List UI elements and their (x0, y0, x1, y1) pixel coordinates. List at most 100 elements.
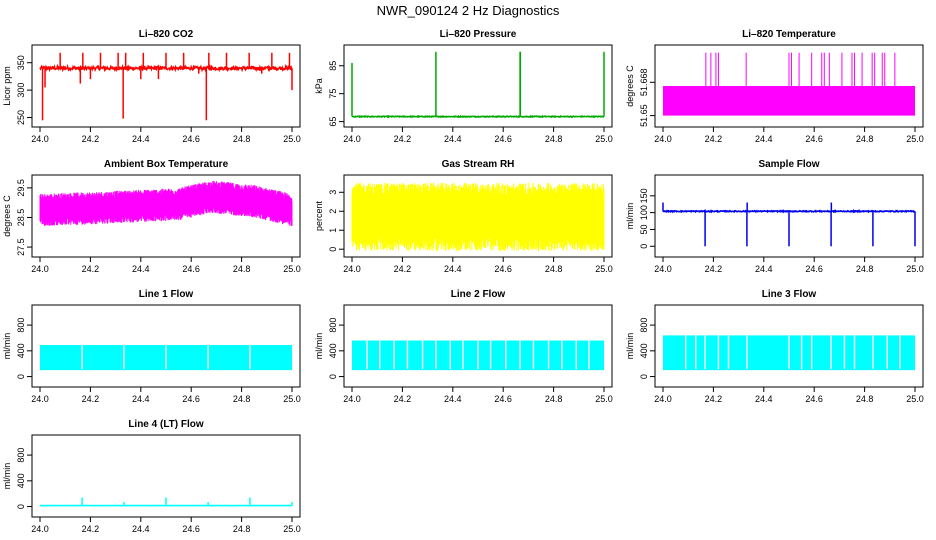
data-line (351, 182, 605, 252)
y-tick-label: 300 (16, 83, 26, 98)
y-axis: 0 400 800 (16, 448, 32, 509)
chart-title: Li–820 Pressure (440, 29, 517, 40)
x-tick-label: 24.6 (494, 264, 512, 274)
x-tick-label: 24.0 (31, 524, 49, 534)
chart-title: Sample Flow (758, 159, 819, 170)
y-tick-label: 65 (328, 117, 338, 127)
chart-title: Ambient Box Temperature (104, 159, 229, 170)
y-tick-label: 50 (639, 224, 649, 234)
y-tick-label: 400 (16, 473, 26, 488)
chart-panel-rh: Gas Stream RH percent 24.0 24.2 24.4 24.6 24.8… (314, 159, 613, 274)
y-tick-label: 800 (328, 318, 338, 333)
x-tick-label: 24.2 (394, 134, 412, 144)
y-tick-label: 400 (328, 343, 338, 358)
x-tick-label: 24.4 (444, 264, 462, 274)
y-tick-label: 350 (16, 55, 26, 70)
chart-panel-line1: Line 1 Flow ml/min 24.0 24.2 24.4 24.6 24.8 25.… (2, 289, 301, 404)
y-tick-label: 2 (328, 209, 338, 214)
plot-frame (343, 304, 613, 388)
y-axis: 51.65 51.668 (639, 69, 655, 127)
y-tick-label: 28.5 (16, 209, 26, 227)
chart-panel-ambient-temp: Ambient Box Temperature degrees C 24.0 24.2… (2, 159, 301, 274)
y-tick-label: 100 (639, 205, 649, 220)
y-tick-label: 29.5 (16, 179, 26, 197)
x-tick-label: 24.2 (705, 394, 723, 404)
y-axis-label: degrees C (2, 195, 12, 237)
x-tick-label: 24.6 (805, 134, 823, 144)
y-axis: 0 400 800 (328, 318, 344, 379)
y-tick-label: 0 (328, 247, 338, 252)
data-band (663, 86, 915, 116)
x-axis: 24.0 24.2 24.4 24.6 24.8 25.0 (343, 257, 613, 274)
chart-panel-sample-flow: Sample Flow ml/min 24.0 24.2 24.4 24.6 24.8 25.… (625, 159, 924, 274)
x-tick-label: 24.4 (132, 134, 150, 144)
x-axis: 24.0 24.2 24.4 24.6 24.8 25.0 (654, 127, 924, 144)
x-tick-label: 24.0 (654, 264, 672, 274)
x-tick-label: 25.0 (595, 264, 613, 274)
x-tick-label: 24.0 (343, 134, 361, 144)
chart-panel-pressure: Li–820 Pressure kPa 24.0 24.2 24.4 24.6 24.8 25… (314, 29, 613, 144)
x-tick-label: 25.0 (283, 394, 301, 404)
x-tick-label: 24.4 (132, 524, 150, 534)
x-tick-label: 24.6 (494, 394, 512, 404)
x-tick-label: 24.8 (856, 134, 874, 144)
y-tick-label: 250 (16, 110, 26, 125)
data-series (352, 340, 604, 371)
y-tick-label: 800 (639, 318, 649, 333)
x-axis: 24.0 24.2 24.4 24.6 24.8 25.0 (31, 257, 301, 274)
y-tick-label: 800 (16, 318, 26, 333)
x-tick-label: 24.2 (82, 264, 100, 274)
chart-title: Line 1 Flow (139, 289, 194, 300)
x-tick-label: 24.4 (755, 264, 773, 274)
data-series (351, 182, 605, 252)
x-axis: 24.0 24.2 24.4 24.6 24.8 25.0 (654, 257, 924, 274)
y-tick-label: 400 (639, 343, 649, 358)
y-axis-label: ml/min (314, 333, 324, 360)
y-tick-label: 800 (16, 448, 26, 463)
y-tick-label: 75 (328, 89, 338, 99)
plot-frame (654, 174, 924, 258)
x-tick-label: 24.0 (31, 394, 49, 404)
x-tick-label: 25.0 (906, 134, 924, 144)
y-axis: 0 400 800 (639, 318, 655, 379)
x-axis: 24.0 24.2 24.4 24.6 24.8 25.0 (31, 387, 301, 404)
y-tick-label: 0 (16, 504, 26, 509)
plot-frame (654, 44, 924, 128)
x-tick-label: 24.2 (82, 394, 100, 404)
x-tick-label: 24.4 (755, 134, 773, 144)
x-tick-label: 24.6 (494, 134, 512, 144)
x-tick-label: 24.2 (394, 264, 412, 274)
x-tick-label: 24.6 (805, 394, 823, 404)
x-axis: 24.0 24.2 24.4 24.6 24.8 25.0 (343, 127, 613, 144)
y-tick-label: 400 (16, 343, 26, 358)
data-line (351, 114, 604, 119)
y-axis-label: degrees C (625, 65, 635, 107)
plot-frame (31, 434, 301, 518)
data-series (663, 52, 915, 116)
x-tick-label: 25.0 (906, 264, 924, 274)
x-tick-label: 24.8 (856, 264, 874, 274)
x-tick-label: 24.4 (755, 394, 773, 404)
x-tick-label: 24.0 (31, 264, 49, 274)
x-tick-label: 24.8 (545, 394, 563, 404)
y-axis-label: ml/min (625, 203, 635, 230)
x-tick-label: 24.8 (233, 264, 251, 274)
chart-title: Line 4 (LT) Flow (128, 419, 204, 430)
data-series (39, 52, 293, 121)
x-tick-label: 24.2 (705, 264, 723, 274)
x-tick-label: 24.2 (705, 134, 723, 144)
y-axis: 65 75 85 (328, 61, 344, 127)
x-tick-label: 25.0 (283, 264, 301, 274)
chart-title: Gas Stream RH (442, 159, 515, 170)
x-tick-label: 24.8 (233, 394, 251, 404)
x-tick-label: 24.0 (343, 264, 361, 274)
plot-frame (31, 304, 301, 388)
x-tick-label: 24.8 (233, 134, 251, 144)
x-tick-label: 25.0 (906, 394, 924, 404)
x-tick-label: 24.8 (856, 394, 874, 404)
x-tick-label: 24.8 (545, 264, 563, 274)
